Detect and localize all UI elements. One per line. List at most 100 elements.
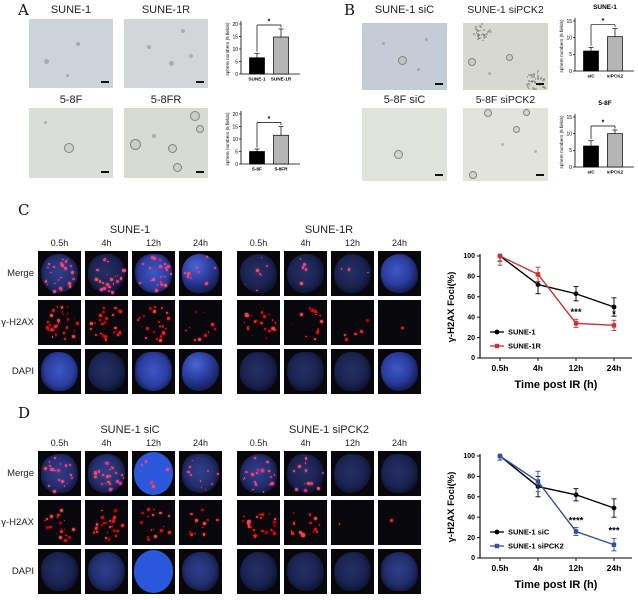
h2ax-focus	[290, 530, 293, 532]
cell-sphere	[394, 149, 404, 159]
h2ax-focus	[257, 469, 260, 472]
sphere-cluster-dot	[485, 35, 488, 38]
debris-speck	[416, 68, 420, 72]
h2ax-focus	[303, 488, 307, 492]
h2ax-focus	[58, 287, 63, 291]
sphere-cluster-dot	[490, 31, 492, 33]
h2ax-focus	[298, 465, 301, 469]
h2ax-focus	[100, 482, 103, 485]
h2ax-focus	[150, 481, 153, 484]
fluorescence-cell	[331, 451, 374, 496]
h2ax-focus	[117, 274, 119, 276]
h2ax-focus	[314, 310, 317, 314]
svg-text:SUNE-1R: SUNE-1R	[271, 77, 292, 82]
h2ax-focus	[137, 318, 140, 321]
h2ax-focus	[72, 277, 75, 281]
h2ax-focus	[110, 277, 113, 281]
sphere-cluster-dot	[541, 79, 544, 82]
sphere-cluster-dot	[534, 81, 536, 84]
h2ax-focus	[188, 327, 191, 329]
scale-bar	[536, 83, 544, 85]
h2ax-focus	[213, 266, 216, 270]
h2ax-focus	[190, 533, 194, 537]
bar-chart-sphere-sune1: sphere numbers (5 fields) 0 5 10 15 20 SUNE-1 S…	[225, 19, 300, 82]
sphere-cluster-dot	[539, 78, 542, 80]
h2ax-focus	[104, 258, 106, 260]
h2ax-focus	[102, 310, 105, 314]
h2ax-focus	[52, 266, 55, 269]
fluorescence-cell	[331, 300, 374, 345]
h2ax-focus	[143, 315, 146, 318]
svg-text:100: 100	[463, 453, 475, 460]
h2ax-focus	[250, 525, 253, 528]
time-label: 4h	[101, 238, 112, 248]
h2ax-focus	[168, 514, 171, 517]
h2ax-focus	[103, 321, 107, 324]
h2ax-focus	[120, 523, 125, 528]
h2ax-focus	[204, 333, 208, 337]
svg-text:20: 20	[232, 22, 238, 28]
h2ax-focus	[159, 335, 163, 338]
debris-speck	[44, 120, 48, 124]
h2ax-focus	[61, 527, 63, 529]
image-title-sune1-sipck2: SUNE-1 siPCK2	[467, 4, 544, 16]
h2ax-focus	[160, 280, 162, 283]
h2ax-focus	[107, 538, 110, 541]
bar	[607, 36, 623, 72]
h2ax-focus	[152, 309, 156, 313]
h2ax-focus	[44, 280, 48, 283]
sphere-cluster-dot	[477, 37, 480, 39]
fluorescence-cell	[378, 251, 421, 296]
sphere-cluster-dot	[527, 82, 530, 85]
fluorescence-cell	[237, 300, 280, 345]
svg-text:5: 5	[235, 149, 238, 155]
h2ax-focus	[162, 526, 165, 528]
group-title-sune1-sipck2: SUNE-1 siPCK2	[288, 424, 370, 436]
micrograph-sune1-sic	[362, 23, 447, 90]
h2ax-focus	[195, 519, 199, 523]
h2ax-focus	[111, 466, 115, 470]
svg-text:40: 40	[467, 514, 475, 521]
svg-text:60: 60	[467, 494, 475, 501]
h2ax-focus	[65, 534, 67, 537]
h2ax-focus	[151, 256, 155, 260]
h2ax-focus	[76, 321, 79, 325]
h2ax-focus	[66, 258, 69, 261]
h2ax-focus	[109, 482, 112, 485]
legend-label: SUNE-1R	[508, 342, 542, 351]
svg-text:sphere numbers (5 fields): sphere numbers (5 fields)	[559, 115, 564, 169]
svg-text:20: 20	[467, 335, 475, 342]
h2ax-focus	[317, 329, 319, 331]
h2ax-focus	[113, 509, 117, 512]
sphere-cluster-dot	[475, 28, 477, 30]
h2ax-focus	[115, 535, 118, 538]
sphere-cluster-dot	[534, 82, 537, 85]
fluorescence-cell	[85, 300, 128, 345]
svg-text:siPCK2: siPCK2	[607, 170, 624, 175]
micrograph-58f	[29, 108, 113, 178]
svg-text:Time post IR (h): Time post IR (h)	[515, 379, 598, 391]
time-label: 4h	[300, 438, 311, 448]
h2ax-focus	[63, 519, 66, 522]
h2ax-focus	[113, 511, 116, 514]
image-title-sune1: SUNE-1	[50, 4, 92, 16]
legend-label: SUNE-1 siC	[508, 528, 550, 537]
panel-label-d: D	[18, 404, 31, 422]
h2ax-focus	[161, 284, 163, 286]
h2ax-focus	[121, 473, 124, 476]
h2ax-focus	[92, 531, 96, 534]
svg-text:12h: 12h	[569, 363, 584, 373]
h2ax-focus	[243, 515, 245, 518]
fluorescence-cell	[85, 451, 128, 496]
nucleus	[381, 453, 418, 494]
fluorescence-cell	[38, 500, 81, 545]
svg-text:15: 15	[232, 124, 238, 130]
h2ax-focus	[59, 276, 62, 279]
h2ax-focus	[108, 475, 111, 477]
h2ax-focus	[189, 531, 192, 534]
sphere-cluster-dot	[475, 32, 478, 34]
svg-text:siC: siC	[587, 170, 595, 175]
h2ax-focus	[345, 338, 348, 341]
h2ax-focus	[153, 330, 155, 333]
h2ax-focus	[162, 325, 165, 328]
